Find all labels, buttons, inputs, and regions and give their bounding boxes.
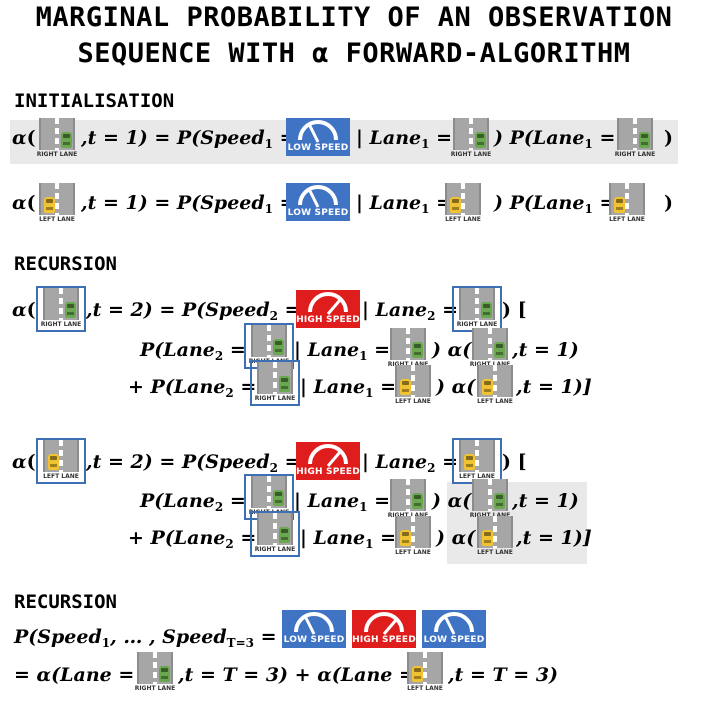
eq-rec1-row3-end: ,t = 1)] xyxy=(516,376,592,398)
high-speed-icon: HIGH SPEED xyxy=(296,290,360,328)
low-speed-icon: LOW SPEED xyxy=(286,118,350,156)
eq-rec1-lane2: | Lane2 = xyxy=(362,299,459,323)
section-recursion-2: RECURSION xyxy=(14,591,117,613)
section-recursion-1: RECURSION xyxy=(14,253,117,275)
eq-rec1-row3: + P(Lane2 = xyxy=(128,376,257,400)
eq-init2-plane: ) P(Lane1 = xyxy=(494,192,616,216)
yellow-car-icon xyxy=(44,197,55,213)
title-line-2: SEQUENCE WITH α FORWARD-ALGORITHM xyxy=(77,38,631,69)
right-lane-icon: RIGHT LANE xyxy=(250,511,300,557)
eq-rec2-row2: P(Lane2 = xyxy=(140,490,246,514)
right-lane-icon: RIGHT LANE xyxy=(612,118,658,160)
left-lane-icon: LEFT LANE xyxy=(36,438,86,484)
section-initialisation: INITIALISATION xyxy=(14,90,175,112)
right-lane-icon: RIGHT LANE xyxy=(385,328,431,370)
right-lane-icon: RIGHT LANE xyxy=(244,474,294,520)
eq-final-mid: ,t = T = 3) + α(Lane = xyxy=(178,664,415,686)
eq-init1-mid: ,t = 1) = P(Speed1 = xyxy=(81,127,296,151)
left-lane-icon: LEFT LANE xyxy=(34,183,80,225)
eq-rec1-row2-lane1: | Lane1 = xyxy=(294,339,391,363)
eq-rec2-row3-end: ,t = 1)] xyxy=(516,527,592,549)
right-lane-icon: RIGHT LANE xyxy=(244,323,294,369)
left-lane-icon: LEFT LANE xyxy=(472,516,518,558)
eq-seq: P(Speed1, … , SpeedT=3 = xyxy=(14,626,277,650)
eq-rec1-bracket: ) [ xyxy=(502,299,527,321)
eq-init2-lane1: | Lane1 = xyxy=(356,192,453,216)
eq-rec1-mid: ,t = 2) = P(Speed2 = xyxy=(86,299,301,323)
eq-final-start: = α(Lane = xyxy=(14,664,135,686)
title-line-1: MARGINAL PROBABILITY OF AN OBSERVATION xyxy=(35,2,673,33)
high-speed-icon: HIGH SPEED xyxy=(352,610,416,648)
eq-init2-mid: ,t = 1) = P(Speed1 = xyxy=(81,192,296,216)
right-lane-icon: RIGHT LANE xyxy=(132,652,178,694)
eq-rec1-row3-alpha: ) α( xyxy=(436,376,476,398)
eq-rec1-alpha: α( xyxy=(12,299,36,321)
left-lane-icon: LEFT LANE xyxy=(390,365,436,407)
left-lane-icon: LEFT LANE xyxy=(604,183,650,225)
eq-rec2-bracket: ) [ xyxy=(502,451,527,473)
eq-rec2-row2-lane1: | Lane1 = xyxy=(294,490,391,514)
low-speed-icon: LOW SPEED xyxy=(422,610,486,648)
left-lane-icon: LEFT LANE xyxy=(440,183,486,225)
eq-init1-lane1: | Lane1 = xyxy=(356,127,453,151)
right-lane-icon: RIGHT LANE xyxy=(36,286,86,332)
eq-rec1-row2-alpha: ) α( xyxy=(432,339,472,361)
left-lane-icon: LEFT LANE xyxy=(390,516,436,558)
eq-init2-close: ) xyxy=(664,192,673,214)
eq-init1-alpha: α( xyxy=(12,127,36,149)
eq-rec1-row2-end: ,t = 1) xyxy=(512,339,579,361)
eq-final-end: ,t = T = 3) xyxy=(448,664,559,686)
right-lane-icon: RIGHT LANE xyxy=(250,360,300,406)
eq-rec2-lane2: | Lane2 = xyxy=(362,451,459,475)
eq-rec1-row3-lane1: | Lane1 = xyxy=(300,376,397,400)
eq-rec2-row2-alpha: ) α( xyxy=(432,490,472,512)
left-lane-icon: LEFT LANE xyxy=(402,652,448,694)
eq-rec2-row3-lane1: | Lane1 = xyxy=(300,527,397,551)
right-lane-icon: RIGHT LANE xyxy=(448,118,494,160)
right-lane-icon: RIGHT LANE xyxy=(385,479,431,521)
left-lane-icon: LEFT LANE xyxy=(472,365,518,407)
right-lane-icon: RIGHT LANE xyxy=(452,286,502,332)
eq-rec2-row2-end: ,t = 1) xyxy=(512,490,579,512)
eq-rec2-mid: ,t = 2) = P(Speed2 = xyxy=(86,451,301,475)
high-speed-icon: HIGH SPEED xyxy=(296,442,360,480)
eq-init2-alpha: α( xyxy=(12,192,36,214)
low-speed-icon: LOW SPEED xyxy=(286,183,350,221)
eq-rec1-row2: P(Lane2 = xyxy=(140,339,246,363)
eq-init1-plane: ) P(Lane1 = xyxy=(494,127,616,151)
green-car-icon xyxy=(61,132,72,148)
eq-rec2-row3: + P(Lane2 = xyxy=(128,527,257,551)
eq-rec2-row3-alpha: ) α( xyxy=(436,527,476,549)
highlight-alpha-terms xyxy=(447,482,587,564)
eq-init1-close: ) xyxy=(664,127,673,149)
right-lane-icon: RIGHT LANE xyxy=(34,118,80,160)
eq-rec2-alpha: α( xyxy=(12,451,36,473)
low-speed-icon: LOW SPEED xyxy=(282,610,346,648)
right-lane-icon: RIGHT LANE xyxy=(467,328,513,370)
right-lane-icon: RIGHT LANE xyxy=(467,479,513,521)
left-lane-icon: LEFT LANE xyxy=(452,438,502,484)
